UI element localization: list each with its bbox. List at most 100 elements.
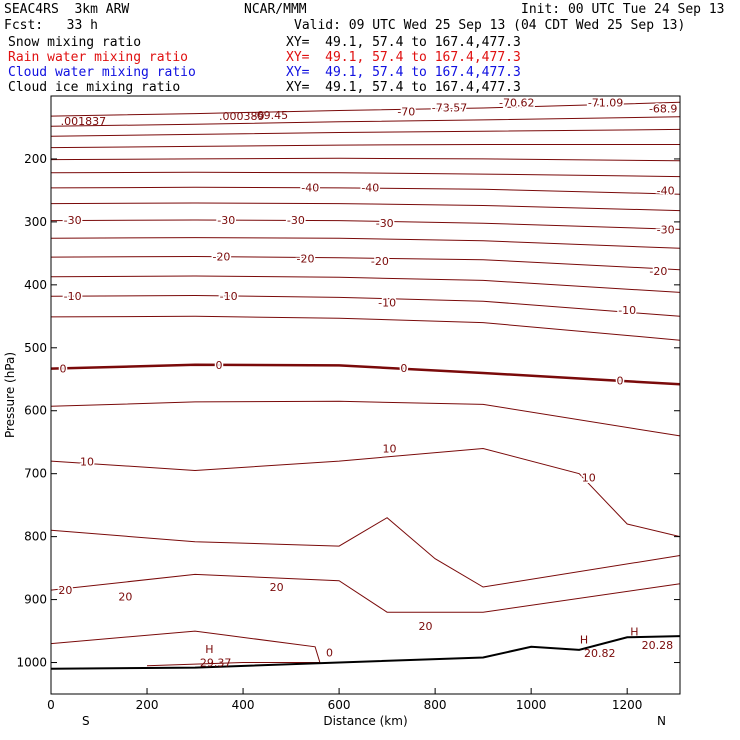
contour-label: 20: [58, 584, 72, 597]
x-tick-label: 600: [328, 698, 351, 712]
contour-label: -10: [64, 290, 82, 303]
contour-line-m60: [50, 128, 681, 137]
y-axis-label: Pressure (hPa): [3, 352, 17, 438]
x-tick-label: 1000: [516, 698, 547, 712]
contour-line-m5: [50, 315, 681, 341]
contour-label: -73.57: [432, 101, 467, 114]
y-tick-label: 700: [24, 467, 47, 481]
contour-label: -70.62: [499, 96, 534, 109]
contour-line-m25: [50, 237, 681, 249]
contour-label: -40: [657, 184, 675, 197]
temperature-contours: [50, 101, 681, 667]
contour-line-m70: [50, 101, 681, 117]
contour-label: -10: [378, 296, 396, 309]
value-label: .001837: [61, 115, 107, 128]
value-label: 29.37: [200, 657, 232, 670]
field-xy-cloud-water: XY= 49.1, 57.4 to 167.4,477.3: [286, 65, 521, 80]
contour-label: -68.9: [649, 103, 677, 116]
contour-label: 10: [582, 471, 596, 484]
high-marker: H: [580, 634, 588, 647]
terrain-path: [50, 635, 681, 670]
contour-line-5: [50, 400, 681, 437]
contour-label: 0: [400, 362, 407, 375]
contour-line-m50: [50, 157, 681, 162]
contour-label: 0: [326, 646, 333, 659]
x-tick-label: 400: [232, 698, 255, 712]
value-label: -69.45: [253, 109, 288, 122]
field-name-cloud-ice: Cloud ice mixing ratio: [8, 80, 181, 95]
y-tick-label: 400: [24, 278, 47, 292]
field-xy-cloud-ice: XY= 49.1, 57.4 to 167.4,477.3: [286, 80, 521, 95]
contour-line-m45: [50, 171, 681, 178]
field-xy-snow: XY= 49.1, 57.4 to 167.4,477.3: [286, 35, 521, 50]
high-marker: H: [205, 643, 213, 656]
contour-label: -20: [212, 251, 230, 264]
x-tick-label: 200: [136, 698, 159, 712]
contour-label: -10: [618, 304, 636, 317]
contour-label: 10: [383, 443, 397, 456]
field-name-cloud-water: Cloud water mixing ratio: [8, 65, 196, 80]
contour-line-20: [50, 573, 681, 613]
field-xy-rain: XY= 49.1, 57.4 to 167.4,477.3: [286, 50, 521, 65]
contour-label: 0: [60, 363, 67, 376]
y-tick-label: 800: [24, 530, 47, 544]
value-label: 20.82: [584, 647, 616, 660]
contour-line-10: [50, 447, 681, 538]
contour-label: -71.09: [588, 96, 623, 109]
contour-label: -30: [64, 214, 82, 227]
contour-label: 20: [270, 581, 284, 594]
init-time: Init: 00 UTC Tue 24 Sep 13: [521, 2, 725, 17]
contour-label: -70: [397, 106, 415, 119]
high-marker: H: [630, 625, 638, 638]
field-name-rain: Rain water mixing ratio: [8, 50, 189, 65]
contour-line-25: [50, 630, 321, 667]
contour-label: 0: [616, 375, 623, 388]
terrain-line: [50, 635, 681, 670]
contour-line-m65: [50, 116, 681, 127]
contour-line-m20: [50, 255, 681, 271]
y-tick-label: 300: [24, 215, 47, 229]
y-tick-label: 200: [24, 152, 47, 166]
contour-labels: -73.57 -70 -70.62 -71.09 -68.9 -40 -40 -40 -30 -3…: [57, 95, 679, 670]
x-axis-label: Distance (km): [323, 714, 407, 728]
contour-label: 10: [80, 456, 94, 469]
contour-label: -30: [376, 217, 394, 230]
contour-line-0: [50, 363, 681, 386]
contour-label: -30: [657, 223, 675, 236]
contour-label: 20: [419, 620, 433, 633]
contour-label: 20: [118, 590, 132, 603]
north-label: N: [657, 714, 666, 728]
contour-line-m15: [50, 275, 681, 293]
contour-line-15: [50, 517, 681, 588]
y-tick-label: 600: [24, 404, 47, 418]
contour-label: -30: [217, 214, 235, 227]
contour-label: -20: [649, 265, 667, 278]
contour-label: -40: [361, 181, 379, 194]
contour-line-m40: [50, 186, 681, 195]
contour-line-m35: [50, 202, 681, 212]
valid-time: Valid: 09 UTC Wed 25 Sep 13 (04 CDT Wed …: [294, 18, 686, 33]
org-name: NCAR/MMM: [244, 2, 307, 17]
contour-line-m30: [50, 219, 681, 230]
plot-frame: [50, 95, 681, 695]
contour-line-m10: [50, 294, 681, 317]
contour-label: -30: [287, 214, 305, 227]
contour-label: -40: [301, 181, 319, 194]
x-tick-label: 0: [47, 698, 55, 712]
contour-label: -10: [220, 290, 238, 303]
x-tick-label: 1200: [612, 698, 643, 712]
y-tick-label: 1000: [16, 656, 47, 670]
forecast-hour: Fcst: 33 h: [4, 18, 98, 33]
value-label: .000389: [219, 110, 265, 123]
model-name: SEAC4RS 3km ARW: [4, 2, 130, 17]
field-name-snow: Snow mixing ratio: [8, 35, 142, 50]
contour-label: -20: [296, 252, 314, 265]
value-label: 20.28: [642, 639, 674, 652]
south-label: S: [82, 714, 90, 728]
x-tick-label: 800: [424, 698, 447, 712]
contour-line-m55: [50, 144, 680, 149]
contour-label: 0: [216, 359, 223, 372]
y-tick-label: 500: [24, 341, 47, 355]
